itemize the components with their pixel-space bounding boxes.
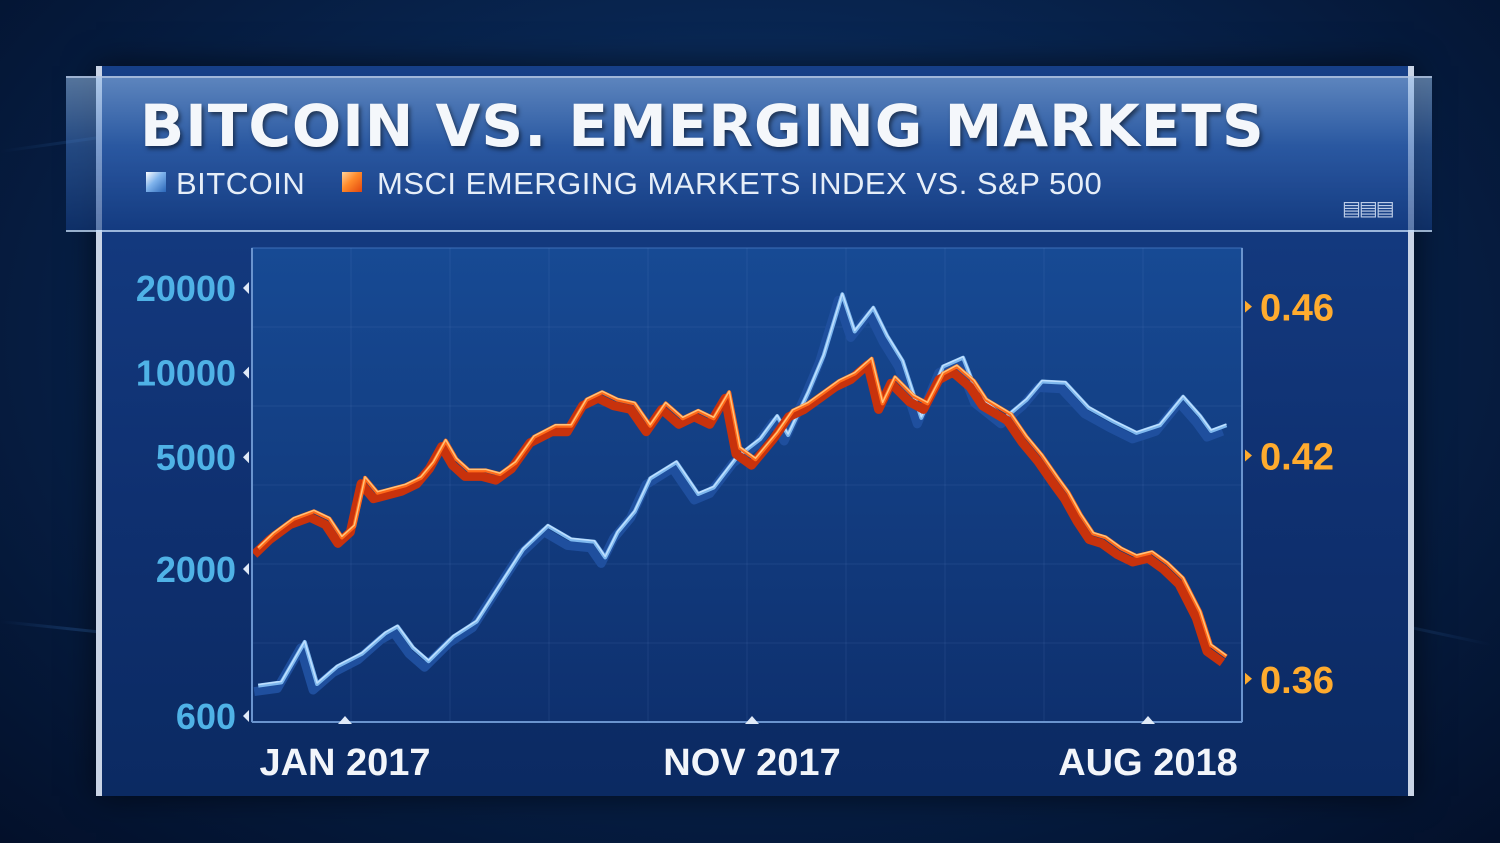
chart-title: BITCOIN VS. EMERGING MARKETS	[140, 92, 1265, 160]
series-shadow-msci	[251, 360, 1226, 667]
legend-label-msci: MSCI EMERGING MARKETS INDEX VS. S&P 500	[377, 166, 1103, 201]
y-left-tick-marker	[243, 366, 249, 379]
y-right-tick-marker	[1245, 672, 1252, 685]
y-left-tick-marker	[243, 451, 249, 464]
y-left-tick-label: 5000	[156, 437, 236, 478]
y-left-tick-label: 10000	[136, 353, 236, 394]
series-highlight-msci	[257, 356, 1227, 657]
x-tick-marker	[1141, 716, 1155, 724]
axis-labels: 20000 10000 5000 2000 600 0.46 0.42 0.36 JAN 201…	[136, 268, 1334, 784]
y-left-tick-marker	[243, 563, 249, 576]
y-left-tick-marker	[243, 282, 249, 294]
y-left-tick-label: 20000	[136, 268, 236, 309]
legend-swatch-msci	[342, 172, 362, 192]
legend-swatch-bitcoin	[146, 172, 166, 192]
chart-header	[66, 76, 1432, 232]
y-right-tick-label: 0.46	[1260, 288, 1334, 330]
x-tick-label: AUG 2018	[1058, 742, 1238, 784]
y-right-tick-label: 0.36	[1260, 660, 1334, 702]
x-tick-label: JAN 2017	[259, 742, 430, 784]
y-right-tick-marker	[1245, 449, 1252, 462]
bars-decoration-icon: ▤▤▤	[1342, 196, 1395, 220]
y-left-tick-marker	[243, 710, 249, 722]
y-left-tick-label: 2000	[156, 549, 236, 590]
x-tick-marker	[338, 716, 352, 724]
series-layer	[251, 292, 1228, 697]
legend-label-bitcoin: BITCOIN	[176, 166, 306, 201]
series-shadow-bitcoin	[253, 295, 1225, 697]
series-line-bitcoin	[257, 292, 1228, 688]
series-highlight-bitcoin	[258, 292, 1227, 686]
y-right-tick-marker	[1245, 300, 1252, 313]
x-tick-marker	[745, 716, 759, 724]
x-tick-label: NOV 2017	[663, 742, 840, 784]
y-left-tick-label: 600	[176, 696, 236, 737]
y-right-tick-label: 0.42	[1260, 436, 1334, 478]
